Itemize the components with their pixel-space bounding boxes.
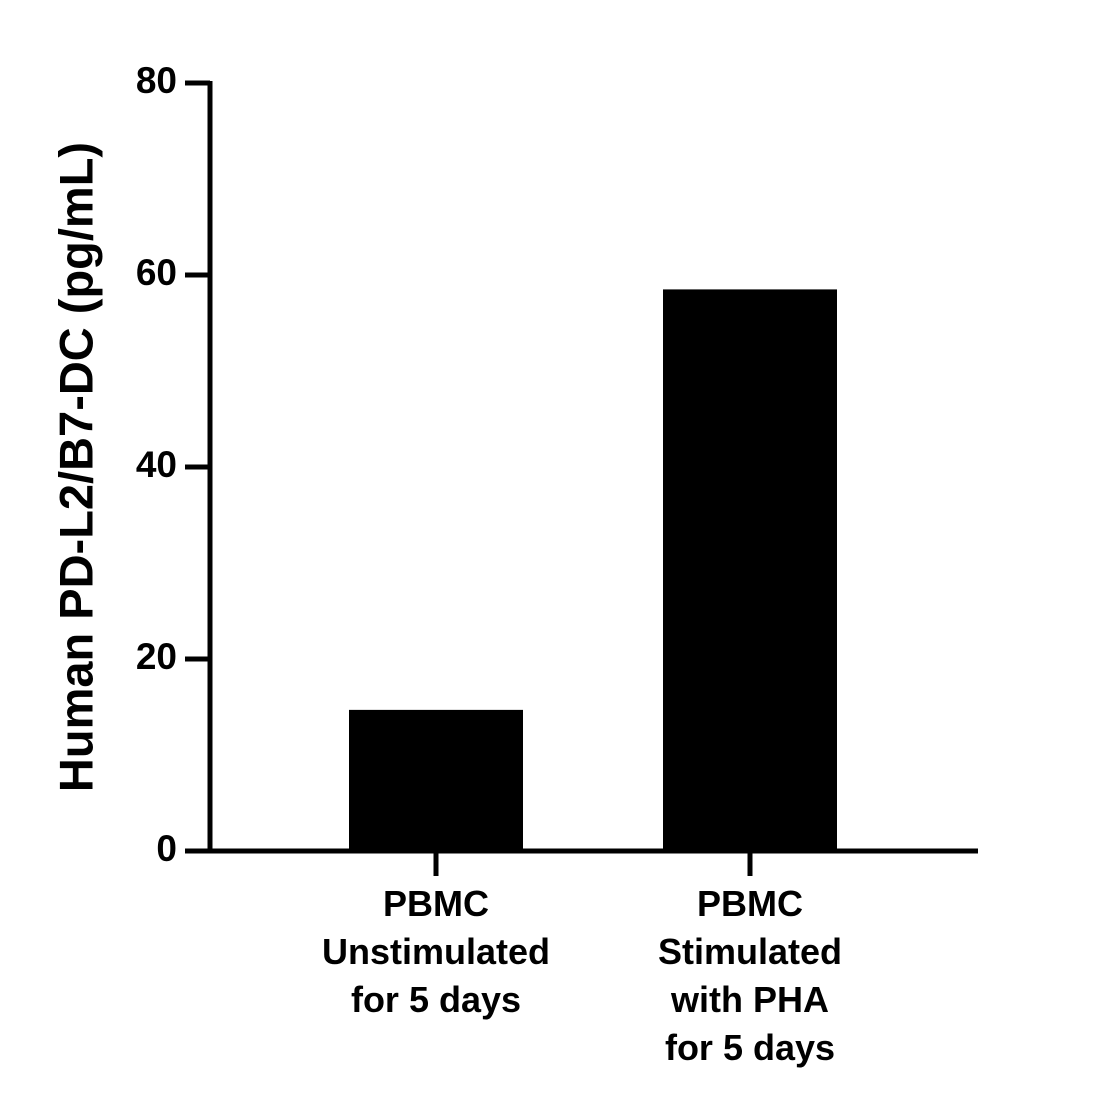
y-axis-title: Human PD-L2/B7-DC (pg/mL) — [49, 142, 102, 792]
x-tick-label-line: with PHA — [670, 979, 829, 1020]
bar — [663, 289, 837, 851]
x-tick-label: PBMC Unstimulated for 5 days — [322, 883, 550, 1020]
y-tick-label: 40 — [136, 444, 177, 485]
y-tick-label: 0 — [156, 828, 177, 869]
x-tick-label-line: PBMC — [697, 883, 803, 924]
x-tick-label-line: Unstimulated — [322, 931, 550, 972]
x-tick-label-line: for 5 days — [351, 979, 521, 1020]
bar — [349, 709, 523, 851]
x-tick-label: PBMC Stimulated with PHA for 5 days — [658, 883, 842, 1068]
x-tick-label-line: Stimulated — [658, 931, 842, 972]
y-tick-label: 80 — [136, 60, 177, 101]
y-tick-label: 60 — [136, 252, 177, 293]
y-tick-label: 20 — [136, 636, 177, 677]
x-tick-label-line: for 5 days — [665, 1027, 835, 1068]
x-tick-label-line: PBMC — [383, 883, 489, 924]
